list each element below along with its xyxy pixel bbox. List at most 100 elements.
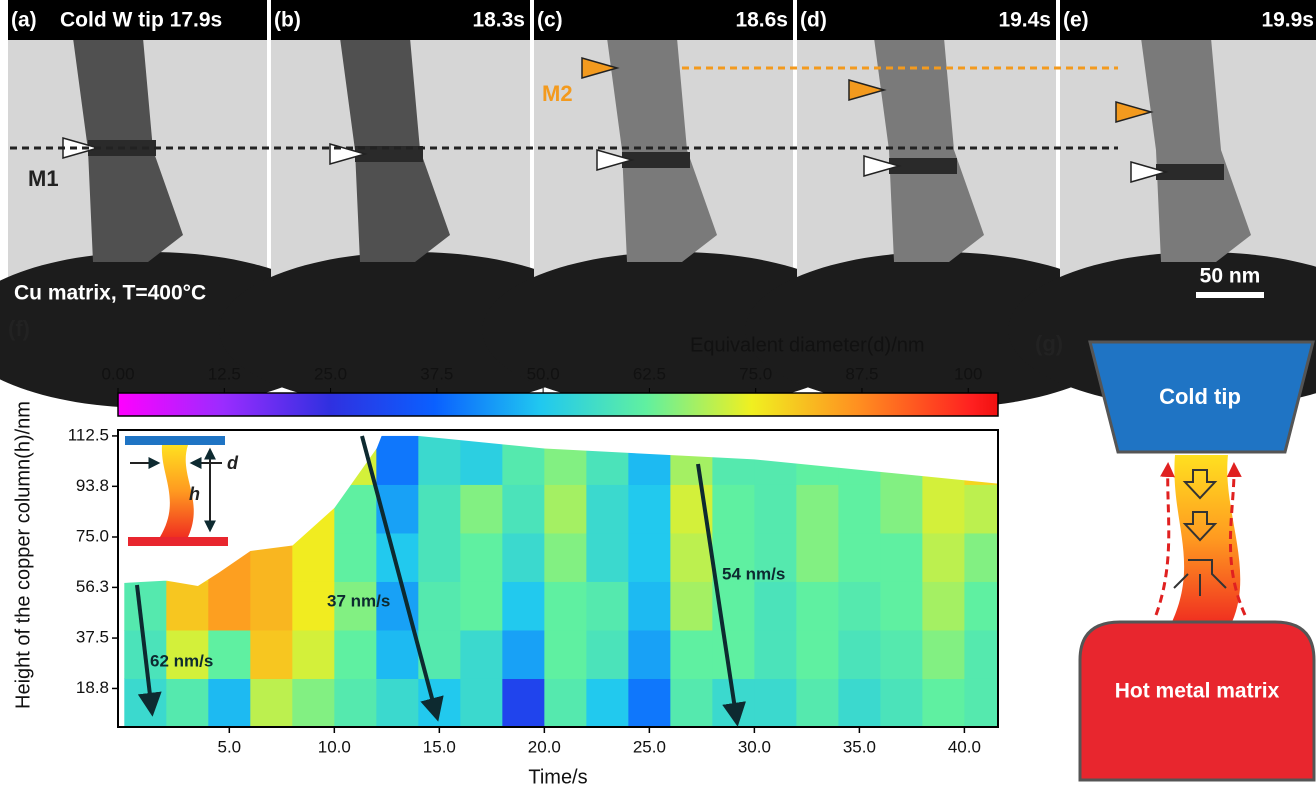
heatmap-cell [964, 484, 998, 534]
heatmap-cell [796, 581, 839, 631]
velocity-label: 54 nm/s [722, 564, 785, 583]
heatmap-cell [880, 629, 923, 679]
heatmap-cell [964, 678, 998, 727]
y-tick-label: 18.8 [76, 678, 109, 697]
heatmap-cell [502, 532, 545, 582]
panel-label: (e) [1063, 9, 1089, 32]
heatmap-cell [754, 678, 797, 727]
heatmap-cell [922, 678, 965, 727]
copper-column [1172, 455, 1241, 622]
heatmap-cell [628, 581, 671, 631]
velocity-arrow [360, 435, 444, 722]
heatmap-cell [502, 678, 545, 727]
heatmap-cell [292, 629, 335, 679]
velocity-label: 37 nm/s [327, 591, 390, 610]
heatmap-cell [838, 678, 881, 727]
heatmap-cell [502, 435, 545, 485]
heatmap-cell [628, 678, 671, 727]
heatmap-cell [250, 678, 293, 727]
colorbar-tick-label: 12.5 [208, 364, 241, 383]
heatmap-cell [376, 629, 419, 679]
panel-label: (d) [800, 9, 827, 32]
heatmap-cell [334, 581, 377, 631]
heatmap-cell [334, 532, 377, 582]
x-tick-label: 25.0 [633, 737, 666, 756]
heatmap-cell [166, 581, 209, 631]
heatmap-cell [544, 435, 587, 485]
panel-label: (b) [274, 9, 301, 32]
marker-m1 [863, 155, 902, 177]
inset-label: h [189, 484, 200, 504]
heatmap-cell [796, 484, 839, 534]
heatmap-cell [544, 484, 587, 534]
heatmap-cell [250, 532, 293, 582]
flow-arrow [1154, 462, 1175, 616]
heatmap-cell [124, 678, 167, 727]
heatmap-cell [166, 678, 209, 727]
heatmap-cell [418, 484, 461, 534]
heatmap-cell [796, 435, 839, 485]
interface-band [1156, 164, 1224, 180]
x-tick-label: 35.0 [843, 737, 876, 756]
header-bar [8, 0, 267, 40]
panel-label: (f) [8, 316, 30, 341]
heatmap-cell [376, 678, 419, 727]
heatmap-cell [418, 532, 461, 582]
heatmap-cell [964, 581, 998, 631]
heatmap-cell [670, 629, 713, 679]
scale-bar [1196, 292, 1264, 298]
flow-glyph [1173, 559, 1227, 596]
colorbar-tick-label: 37.5 [420, 364, 453, 383]
y-tick-label: 93.8 [76, 476, 109, 495]
header-bar [271, 0, 530, 40]
heatmap-cell [670, 678, 713, 727]
colorbar-tick-label: 100 [954, 364, 982, 383]
panel-label: (c) [537, 9, 563, 32]
marker-m2 [581, 57, 620, 79]
heatmap-cell [754, 484, 797, 534]
heatmap-cell [208, 629, 251, 679]
heatmap-cell [922, 629, 965, 679]
heatmap-cell [964, 435, 998, 485]
heatmap-cell [880, 581, 923, 631]
heatmap-cell [628, 484, 671, 534]
heatmap-cell [460, 678, 503, 727]
heatmap-cell [334, 629, 377, 679]
inset-column [160, 445, 194, 537]
heatmap-cell [796, 629, 839, 679]
heatmap-cell [460, 484, 503, 534]
heatmap-cell [838, 581, 881, 631]
heatmap-chart: 0.00 12.5 25.0 37.5 50.0 62.5 75.0 87.5 100 5.0 10… [68, 364, 999, 756]
inset-label: d [227, 453, 239, 473]
heatmap-cell [586, 629, 629, 679]
heatmap-cell [544, 581, 587, 631]
heatmap-cell [502, 581, 545, 631]
heatmap-cell [838, 629, 881, 679]
heatmap-cell [712, 435, 755, 485]
heatmap-cell [250, 581, 293, 631]
heatmap-cells [124, 435, 998, 727]
cold-tip [1088, 340, 1315, 454]
heatmap-cell [712, 484, 755, 534]
heatmap-cell [586, 581, 629, 631]
marker-m1 [1130, 161, 1169, 183]
flow-glyph [1182, 469, 1218, 500]
panel-caption: Cold W tip 17.9s [60, 9, 222, 32]
heatmap-cell [754, 435, 797, 485]
colorbar-tick-label: 0.00 [101, 364, 134, 383]
hot-matrix [1078, 620, 1316, 782]
m2-label: M2 [542, 81, 573, 106]
flow-arrow [1226, 462, 1247, 616]
heatmap-cell [208, 678, 251, 727]
heatmap-cell [670, 581, 713, 631]
heatmap-cell [670, 435, 713, 485]
x-tick-label: 5.0 [217, 737, 241, 756]
colorbar-tick-label: 25.0 [314, 364, 347, 383]
heatmap-cell [838, 532, 881, 582]
heatmap-cell [796, 678, 839, 727]
heatmap-cell [502, 484, 545, 534]
y-tick-label: 75.0 [76, 526, 109, 545]
heatmap-cell [460, 581, 503, 631]
marker-m2 [848, 79, 887, 101]
